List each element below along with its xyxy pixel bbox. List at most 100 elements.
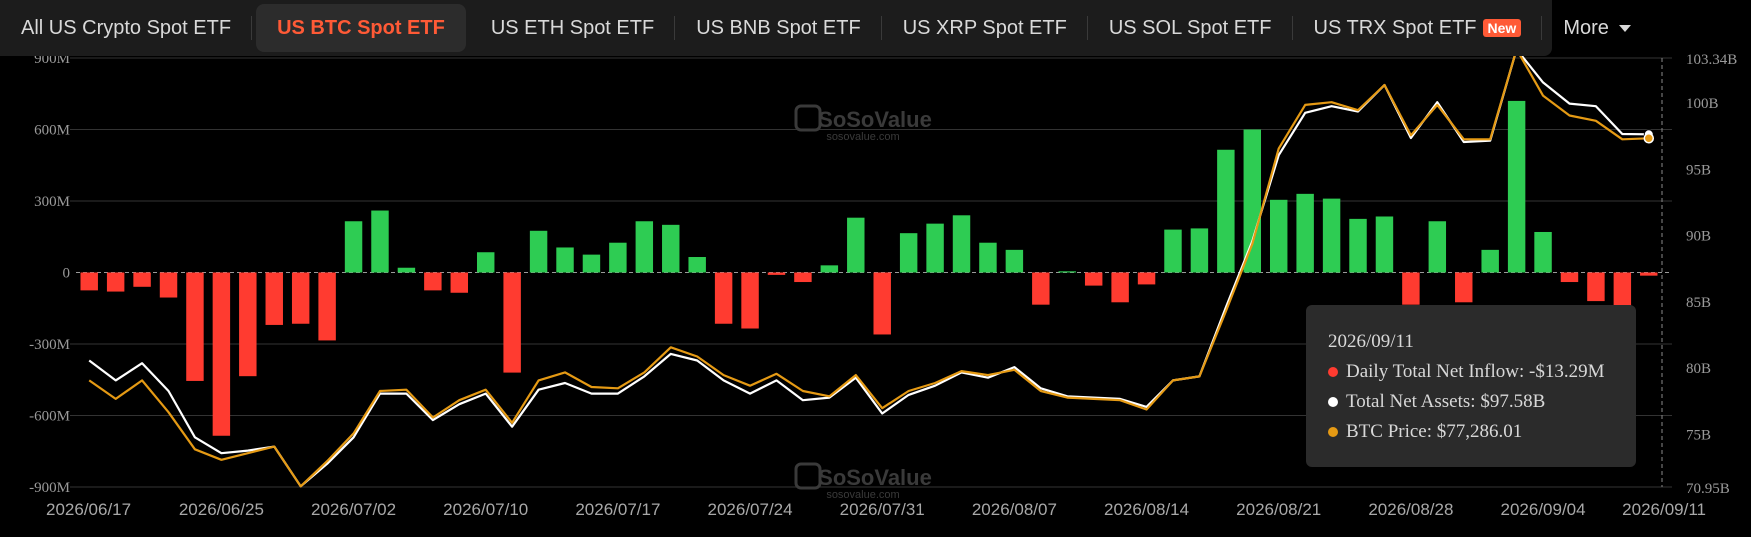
inflow-bar [212, 272, 231, 436]
inflow-bar [609, 242, 627, 273]
inflow-bar [265, 272, 283, 325]
watermark-url: sosovalue.com [826, 489, 899, 501]
y-right-tick-label: 80B [1686, 361, 1711, 377]
inflow-bar [1455, 272, 1473, 303]
tab-label: US BNB Spot ETF [696, 16, 861, 39]
watermark-url: sosovalue.com [826, 131, 899, 143]
inflow-bar [1322, 198, 1341, 273]
inflow-bar [1587, 272, 1605, 302]
inflow-bar [1217, 149, 1235, 273]
inflow-bar [873, 272, 891, 335]
inflow-bar [1111, 272, 1129, 303]
y-left-tick-label: -900M [29, 480, 70, 496]
y-right-tick-label: 85B [1686, 295, 1711, 311]
inflow-bar [318, 272, 336, 341]
chart-tooltip: 2026/09/11 Daily Total Net Inflow: -$13.… [1306, 305, 1636, 467]
tab-more[interactable]: More [1542, 0, 1652, 56]
x-tick-label: 2026/09/04 [1501, 500, 1586, 519]
inflow-bar [899, 233, 918, 273]
grid [70, 57, 1672, 488]
inflow-bar [80, 272, 98, 291]
y-right-tick-label: 70.95B [1686, 481, 1730, 497]
inflow-dot-icon [1328, 367, 1338, 377]
tab-all-us-crypto-spot-etf[interactable]: All US Crypto Spot ETF [0, 0, 253, 56]
inflow-bar [1032, 272, 1050, 305]
inflow-bar [1402, 272, 1420, 305]
price-marker [1643, 133, 1655, 144]
inflow-bar [1084, 272, 1103, 286]
y-left-tick-label: 600M [34, 123, 70, 139]
tab-label: All US Crypto Spot ETF [21, 16, 232, 39]
inflow-bar [1534, 231, 1552, 273]
inflow-bar [503, 272, 521, 373]
inflow-bar [556, 247, 574, 273]
inflow-bar [291, 272, 310, 324]
axes: 900M600M300M0-300M-600M-900M103.34B100B9… [29, 51, 1737, 519]
inflow-bar [1243, 129, 1262, 273]
inflow-bar [1058, 271, 1076, 273]
inflow-bar [952, 215, 971, 273]
inflow-bar [424, 272, 442, 291]
inflow-bar [1164, 229, 1182, 273]
tab-label: US TRX Spot ETF [1313, 16, 1477, 39]
inflow-bar [1375, 216, 1394, 273]
inflow-bar [1507, 100, 1526, 273]
x-tick-label: 2026/06/25 [179, 500, 264, 519]
assets-value: $97.58B [1480, 391, 1546, 412]
inflow-bar [979, 242, 997, 273]
inflow-bar [476, 252, 495, 273]
x-tick-label: 2026/06/17 [46, 500, 131, 519]
watermarks: SoSoValuesosovalue.comSoSoValuesosovalue… [794, 104, 932, 501]
tab-us-xrp-spot-etf[interactable]: US XRP Spot ETF [882, 0, 1088, 56]
x-tick-label: 2026/07/10 [443, 500, 528, 519]
inflow-bar [635, 221, 654, 273]
inflow-bar [1560, 272, 1579, 283]
inflow-value: -$13.29M [1529, 361, 1605, 382]
new-badge: New [1482, 19, 1522, 37]
inflow-bar [582, 254, 601, 273]
tab-us-btc-spot-etf[interactable]: US BTC Spot ETF [256, 4, 466, 52]
y-left-tick-label: 0 [63, 266, 71, 282]
inflow-bar [1428, 221, 1447, 273]
tab-label: US SOL Spot ETF [1108, 16, 1272, 39]
inflow-bars [80, 100, 1658, 436]
y-left-tick-label: 300M [34, 194, 70, 210]
x-tick-label: 2026/09/11 [1622, 500, 1706, 519]
y-right-tick-label: 100B [1686, 96, 1719, 112]
inflow-bar [397, 267, 416, 273]
x-tick-label: 2026/07/02 [311, 500, 396, 519]
tooltip-assets-row: Total Net Assets: $97.58B [1328, 391, 1545, 413]
inflow-bar [662, 224, 680, 273]
inflow-bar [741, 272, 759, 329]
tab-us-eth-spot-etf[interactable]: US ETH Spot ETF [470, 0, 676, 56]
inflow-bar [847, 217, 865, 273]
inflow-bar [371, 210, 389, 273]
y-right-tick-label: 103.34B [1686, 52, 1737, 68]
tab-us-trx-spot-etf[interactable]: US TRX Spot ETF New [1293, 0, 1543, 56]
x-tick-label: 2026/07/24 [708, 500, 793, 519]
price-value: $77,286.01 [1436, 421, 1523, 442]
price-dot-icon [1328, 427, 1338, 437]
inflow-bar [1481, 249, 1499, 273]
watermark-brand: SoSoValue [818, 465, 932, 490]
inflow-bar [1349, 218, 1367, 273]
tab-us-bnb-spot-etf[interactable]: US BNB Spot ETF [675, 0, 882, 56]
tab-us-sol-spot-etf[interactable]: US SOL Spot ETF [1088, 0, 1293, 56]
tab-label: US BTC Spot ETF [277, 16, 445, 39]
inflow-bar [1005, 249, 1024, 273]
tab-label: US XRP Spot ETF [902, 16, 1067, 39]
inflow-bar [1296, 193, 1314, 273]
x-tick-label: 2026/07/31 [840, 500, 925, 519]
inflow-bar [714, 272, 733, 324]
y-right-tick-label: 90B [1686, 229, 1711, 245]
inflow-bar [239, 272, 257, 377]
tooltip-date: 2026/09/11 [1328, 331, 1414, 352]
tooltip-inflow-row: Daily Total Net Inflow: -$13.29M [1328, 361, 1605, 383]
inflow-bar [820, 265, 839, 273]
inflow-label: Daily Total Net Inflow: [1346, 361, 1525, 382]
inflow-bar [159, 272, 178, 298]
y-right-tick-label: 75B [1686, 427, 1711, 443]
series-lines [88, 48, 1655, 488]
inflow-bar [186, 272, 204, 381]
